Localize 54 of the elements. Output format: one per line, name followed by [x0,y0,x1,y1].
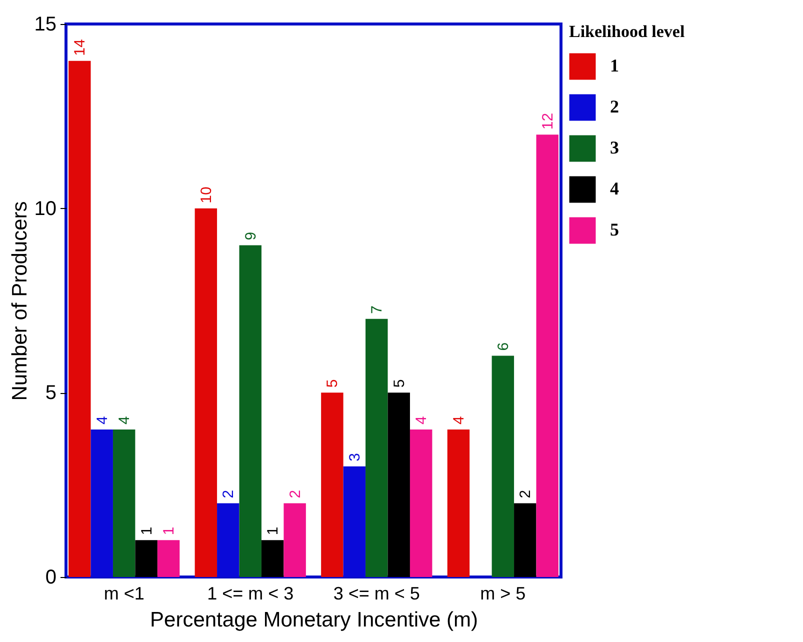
x-tick-label: 1 <= m < 3 [207,584,294,604]
data-label: 1 [138,526,156,536]
data-label: 5 [324,379,342,388]
bar [194,208,218,577]
bar [112,430,136,577]
data-label: 4 [450,416,468,425]
data-label: 2 [286,490,304,498]
bar [447,430,470,577]
legend-label: 1 [610,56,619,76]
bar [90,430,113,577]
bar [135,540,158,577]
bar [366,318,388,577]
data-label: 10 [198,186,215,204]
data-label: 4 [94,416,111,425]
y-tick-label: 5 [45,382,56,404]
bar [343,466,366,577]
legend-label: 5 [610,220,619,240]
data-label: 5 [390,379,408,388]
bar [239,245,262,577]
bar [536,134,558,577]
data-label: 1 [160,526,178,536]
x-tick-label: m <1 [104,584,144,604]
x-axis-title: Percentage Monetary Incentive (m) [150,608,478,632]
data-label: 2 [517,490,534,498]
bar [261,540,284,577]
bar [157,540,180,577]
legend-label: 2 [610,96,619,116]
data-label: 9 [242,232,260,240]
data-label: 7 [368,306,386,314]
legend-label: 3 [610,138,619,158]
data-label: 4 [413,416,430,425]
data-label: 1 [264,526,282,536]
y-tick-label: 15 [34,14,56,36]
y-axis-title: Number of Producers [8,201,32,401]
bar [388,392,410,577]
data-label: 14 [72,39,89,56]
x-tick-label: 3 <= m < 5 [333,584,420,604]
bar [410,430,432,577]
bar [514,503,536,577]
data-label: 3 [346,453,364,462]
data-label: 2 [220,490,238,498]
bar [492,356,514,577]
y-tick-label: 10 [34,198,56,220]
data-label: 4 [116,416,134,425]
bar [68,60,91,577]
data-label: 12 [539,112,556,130]
data-label: 6 [494,342,512,351]
bar [284,503,306,577]
legend-label: 4 [610,178,619,198]
x-tick-label: m > 5 [480,584,526,604]
legend-title: Likelihood level [569,22,685,41]
y-tick-label: 0 [45,566,56,588]
bar [321,392,344,577]
bar [217,503,240,577]
